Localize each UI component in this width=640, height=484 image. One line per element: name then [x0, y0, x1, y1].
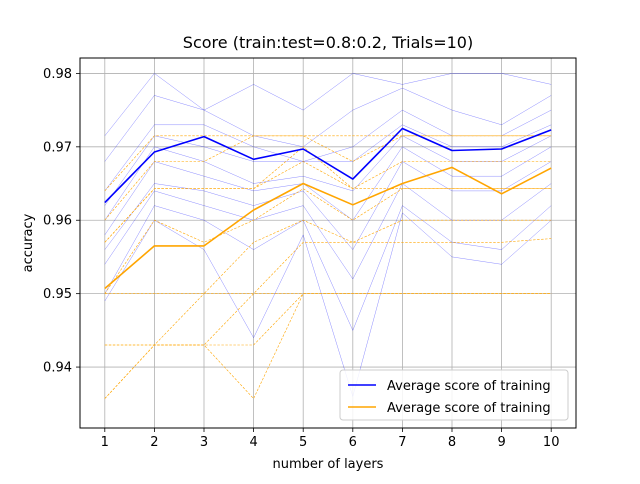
y-tick-label: 0.96 [43, 214, 72, 229]
trial-line-blue [104, 205, 552, 332]
trial-line-orange [104, 135, 552, 221]
x-tick-label: 4 [249, 435, 257, 450]
legend-label-series-2: Average score of training [387, 401, 551, 416]
grid-lines [80, 58, 576, 428]
trial-line-blue [104, 161, 552, 251]
y-axis-label: accuracy [21, 213, 36, 272]
y-tick-label: 0.98 [43, 67, 72, 82]
trial-line-blue [104, 124, 552, 206]
trial-line-orange [104, 293, 552, 400]
x-axis-label: number of layers [273, 457, 384, 472]
trial-line-blue [104, 183, 552, 280]
x-tick-label: 8 [448, 435, 456, 450]
x-tick-label: 6 [349, 435, 357, 450]
x-tick-label: 3 [200, 435, 208, 450]
series-line-1 [104, 127, 552, 204]
chart-title: Score (train:test=0.8:0.2, Trials=10) [183, 33, 473, 52]
trial-lines [104, 73, 552, 400]
trial-line-orange [104, 238, 552, 346]
average-lines [104, 127, 552, 290]
trial-line-blue [104, 73, 552, 136]
series-line-2 [104, 166, 552, 290]
y-tick-label: 0.94 [43, 361, 72, 376]
y-tick-label: 0.97 [43, 140, 72, 155]
x-axis-ticks: 1 2 3 4 5 6 7 8 9 10 [101, 428, 560, 450]
x-tick-label: 10 [543, 435, 560, 450]
legend: Average score of training Average score … [339, 369, 569, 421]
trial-line-orange [104, 188, 552, 294]
trial-line-orange [104, 219, 552, 295]
x-tick-label: 9 [497, 435, 505, 450]
legend-box [339, 369, 569, 421]
trial-line-blue [104, 212, 552, 398]
y-tick-label: 0.95 [43, 287, 72, 302]
trial-line-blue [104, 146, 552, 236]
plot-frame [79, 57, 577, 429]
x-tick-label: 2 [150, 435, 158, 450]
x-tick-label: 7 [398, 435, 406, 450]
trial-line-orange [104, 161, 552, 243]
x-tick-label: 1 [101, 435, 109, 450]
trial-line-blue [104, 87, 552, 162]
y-axis-ticks: 0.94 0.95 0.96 0.97 0.98 [43, 67, 80, 376]
legend-label-series-1: Average score of training [387, 379, 551, 394]
x-tick-label: 5 [299, 435, 307, 450]
